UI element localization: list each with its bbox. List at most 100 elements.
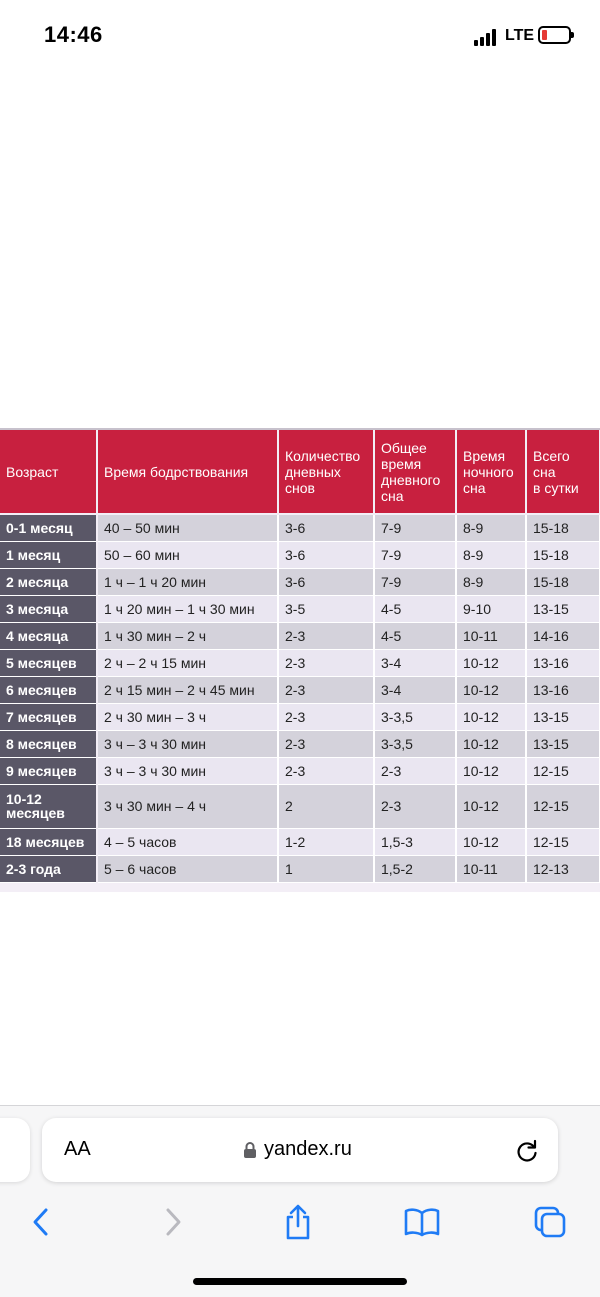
cell-day-sleep: 3-3,5 <box>374 703 457 731</box>
table-row: 10-12 месяцев 3 ч 30 мин – 4 ч 2 2-3 10-12 12-… <box>0 784 600 829</box>
cell-total: 13-16 <box>526 676 600 704</box>
cell-night-sleep: 8-9 <box>456 541 527 569</box>
header-line: Возраст <box>6 463 59 480</box>
cell-total: 12-15 <box>526 828 600 856</box>
age-line: 0-1 месяц <box>6 519 73 536</box>
age-line: 18 месяцев <box>6 833 85 850</box>
cell-naps: 1-2 <box>278 828 375 856</box>
cell-total: 13-15 <box>526 703 600 731</box>
share-button[interactable] <box>278 1202 318 1242</box>
cell-awake: 2 ч 30 мин – 3 ч <box>97 703 279 731</box>
cell-naps: 2-3 <box>278 730 375 758</box>
back-button[interactable] <box>22 1202 62 1242</box>
header-line: время <box>381 455 422 472</box>
chevron-left-icon <box>33 1208 48 1236</box>
cell-total: 12-15 <box>526 757 600 785</box>
header-line: снов <box>285 479 315 496</box>
tabs-icon <box>534 1206 566 1238</box>
cell-night-sleep: 10-12 <box>456 730 527 758</box>
cell-naps: 3-6 <box>278 541 375 569</box>
forward-button[interactable] <box>152 1202 192 1242</box>
cell-awake: 3 ч – 3 ч 30 мин <box>97 757 279 785</box>
url-text[interactable]: yandex.ru <box>264 1138 352 1160</box>
cell-naps: 2-3 <box>278 703 375 731</box>
cell-day-sleep: 4-5 <box>374 595 457 623</box>
cell-awake: 40 – 50 мин <box>97 514 279 542</box>
cell-age: 7 месяцев <box>0 703 98 731</box>
cell-day-sleep: 3-4 <box>374 649 457 677</box>
table-row: 3 месяца 1 ч 20 мин – 1 ч 30 мин 3-5 4-5 9-1… <box>0 595 600 623</box>
sleep-table-image: Возраст Время бодрствования Количество днев… <box>0 428 600 892</box>
cell-age: 1 месяц <box>0 541 98 569</box>
cell-awake: 1 ч – 1 ч 20 мин <box>97 568 279 596</box>
cell-day-sleep: 3-3,5 <box>374 730 457 758</box>
cell-day-sleep: 7-9 <box>374 514 457 542</box>
header-awake-time: Время бодрствования <box>97 430 279 515</box>
cell-day-sleep: 1,5-3 <box>374 828 457 856</box>
cell-night-sleep: 9-10 <box>456 595 527 623</box>
cell-day-sleep: 7-9 <box>374 568 457 596</box>
cell-total: 13-15 <box>526 595 600 623</box>
cell-day-sleep: 1,5-2 <box>374 855 457 883</box>
reload-icon[interactable] <box>514 1138 540 1164</box>
browser-toolbar <box>0 1196 600 1256</box>
cell-naps: 3-6 <box>278 568 375 596</box>
network-type: LTE <box>505 27 535 44</box>
header-age: Возраст <box>0 430 98 515</box>
lock-icon <box>244 1142 256 1158</box>
text-size-button[interactable]: AA <box>64 1138 91 1161</box>
table-row: 5 месяцев 2 ч – 2 ч 15 мин 2-3 3-4 10-12 13-1… <box>0 649 600 677</box>
age-line: 10-12 <box>6 791 42 807</box>
home-indicator <box>193 1278 407 1285</box>
age-line: 4 месяца <box>6 627 69 644</box>
status-bar: 14:46 LTE <box>0 0 600 72</box>
cell-naps: 2-3 <box>278 649 375 677</box>
cell-age: 0-1 месяц <box>0 514 98 542</box>
cell-age: 5 месяцев <box>0 649 98 677</box>
table-row: 6 месяцев 2 ч 15 мин – 2 ч 45 мин 2-3 3-4 10… <box>0 676 600 704</box>
cell-awake: 5 – 6 часов <box>97 855 279 883</box>
cell-age: 10-12 месяцев <box>0 784 98 829</box>
cell-night-sleep: 10-12 <box>456 757 527 785</box>
header-line: Всего <box>533 447 570 464</box>
cell-awake: 3 ч – 3 ч 30 мин <box>97 730 279 758</box>
previous-tab-preview[interactable] <box>0 1118 30 1182</box>
cell-age: 6 месяцев <box>0 676 98 704</box>
book-icon <box>404 1208 440 1237</box>
header-day-sleep: Общее время дневного сна <box>374 430 457 515</box>
header-line: сна <box>381 487 404 504</box>
age-line: 7 месяцев <box>6 708 77 725</box>
cellular-signal-icon <box>474 28 498 46</box>
cell-age: 9 месяцев <box>0 757 98 785</box>
header-line: Время <box>463 447 506 464</box>
bookmarks-button[interactable] <box>402 1202 442 1242</box>
sleep-schedule-table: Возраст Время бодрствования Количество днев… <box>0 430 600 883</box>
cell-age: 18 месяцев <box>0 828 98 856</box>
cell-naps: 2-3 <box>278 676 375 704</box>
cell-awake: 2 ч – 2 ч 15 мин <box>97 649 279 677</box>
age-line: 1 месяц <box>6 546 61 563</box>
age-line: 5 месяцев <box>6 654 77 671</box>
tabs-button[interactable] <box>530 1202 570 1242</box>
table-row: 4 месяца 1 ч 30 мин – 2 ч 2-3 4-5 10-11 14-16 <box>0 622 600 650</box>
cell-age: 2 месяца <box>0 568 98 596</box>
cell-awake: 3 ч 30 мин – 4 ч <box>97 784 279 829</box>
cell-day-sleep: 2-3 <box>374 784 457 829</box>
cell-total: 15-18 <box>526 568 600 596</box>
age-line: 2 месяца <box>6 573 69 590</box>
header-line: дневного <box>381 471 441 488</box>
cell-day-sleep: 4-5 <box>374 622 457 650</box>
status-time: 14:46 <box>44 22 103 47</box>
cell-day-sleep: 3-4 <box>374 676 457 704</box>
age-line: 3 месяца <box>6 600 69 617</box>
cell-naps: 2-3 <box>278 757 375 785</box>
header-line: в сутки <box>533 479 579 496</box>
address-bar[interactable]: AA yandex.ru <box>42 1118 558 1182</box>
header-line: Количество <box>285 447 361 464</box>
cell-age: 8 месяцев <box>0 730 98 758</box>
cell-awake: 1 ч 30 мин – 2 ч <box>97 622 279 650</box>
cell-total: 15-18 <box>526 514 600 542</box>
cell-naps: 3-6 <box>278 514 375 542</box>
table-body: 0-1 месяц 40 – 50 мин 3-6 7-9 8-9 15-18 1 меся… <box>0 514 600 883</box>
